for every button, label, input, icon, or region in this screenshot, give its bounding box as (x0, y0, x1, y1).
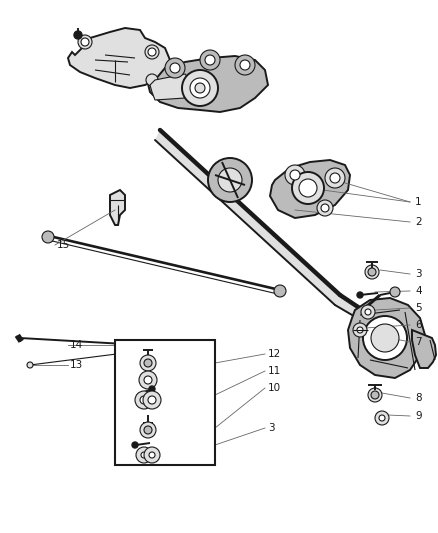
Polygon shape (270, 160, 350, 218)
Circle shape (138, 340, 148, 350)
Circle shape (140, 355, 156, 371)
Circle shape (78, 35, 92, 49)
Polygon shape (110, 190, 125, 225)
Circle shape (146, 74, 158, 86)
Circle shape (371, 324, 399, 352)
Circle shape (292, 172, 324, 204)
Circle shape (218, 168, 242, 192)
Polygon shape (348, 298, 425, 378)
Circle shape (27, 362, 33, 368)
Circle shape (361, 305, 375, 319)
Circle shape (371, 391, 379, 399)
Text: 12: 12 (268, 349, 281, 359)
Circle shape (357, 292, 363, 298)
Text: 8: 8 (415, 393, 422, 403)
Circle shape (139, 371, 157, 389)
Text: 7: 7 (415, 337, 422, 347)
Circle shape (205, 55, 215, 65)
Circle shape (42, 231, 54, 243)
Circle shape (390, 287, 400, 297)
Text: 15: 15 (57, 240, 70, 250)
Polygon shape (150, 74, 192, 100)
Text: 2: 2 (415, 217, 422, 227)
Circle shape (379, 415, 385, 421)
Circle shape (149, 452, 155, 458)
Text: 10: 10 (268, 383, 281, 393)
Text: 4: 4 (415, 286, 422, 296)
Circle shape (190, 78, 210, 98)
Circle shape (141, 452, 147, 458)
Polygon shape (148, 56, 268, 112)
Circle shape (368, 268, 376, 276)
Circle shape (363, 316, 407, 360)
Circle shape (148, 396, 156, 404)
Circle shape (375, 411, 389, 425)
Circle shape (321, 204, 329, 212)
Polygon shape (412, 330, 436, 368)
Circle shape (317, 200, 333, 216)
Circle shape (135, 391, 153, 409)
Polygon shape (68, 28, 170, 88)
Circle shape (144, 359, 152, 367)
Circle shape (81, 38, 89, 46)
Circle shape (170, 63, 180, 73)
Text: 3: 3 (268, 423, 275, 433)
Circle shape (290, 170, 300, 180)
Circle shape (143, 391, 161, 409)
Polygon shape (335, 295, 400, 342)
Circle shape (208, 158, 252, 202)
Circle shape (136, 447, 152, 463)
Text: 5: 5 (415, 303, 422, 313)
Circle shape (285, 165, 305, 185)
Circle shape (195, 83, 205, 93)
Circle shape (140, 422, 156, 438)
Circle shape (353, 323, 367, 337)
Text: 13: 13 (70, 360, 83, 370)
Circle shape (235, 55, 255, 75)
Text: 14: 14 (70, 340, 83, 350)
Circle shape (330, 173, 340, 183)
Circle shape (357, 327, 363, 333)
Circle shape (365, 265, 379, 279)
Text: 3: 3 (415, 269, 422, 279)
Circle shape (182, 70, 218, 106)
Circle shape (165, 58, 185, 78)
Circle shape (74, 31, 82, 39)
Circle shape (154, 343, 162, 351)
Circle shape (299, 179, 317, 197)
Bar (115, 340, 215, 465)
Circle shape (140, 396, 148, 404)
Circle shape (144, 426, 152, 434)
Circle shape (144, 376, 152, 384)
Circle shape (368, 388, 382, 402)
Text: 9: 9 (415, 411, 422, 421)
Text: 1: 1 (415, 197, 422, 207)
Circle shape (145, 45, 159, 59)
Circle shape (240, 60, 250, 70)
Text: 11: 11 (268, 366, 281, 376)
Circle shape (274, 285, 286, 297)
Circle shape (149, 386, 155, 392)
Text: 6: 6 (415, 320, 422, 330)
Polygon shape (155, 130, 340, 305)
Circle shape (148, 48, 156, 56)
Circle shape (144, 447, 160, 463)
Circle shape (132, 442, 138, 448)
Circle shape (325, 168, 345, 188)
Circle shape (200, 50, 220, 70)
Circle shape (365, 309, 371, 315)
